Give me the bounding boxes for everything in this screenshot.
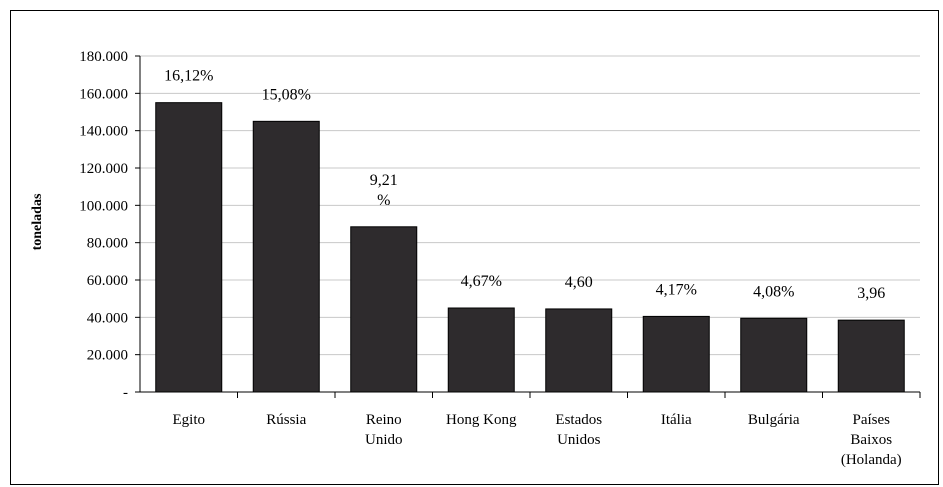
data-label-line: 3,96 <box>857 285 885 302</box>
x-tick-label: Bulgária <box>748 412 800 428</box>
data-label-line: % <box>377 192 390 209</box>
data-label: 4,60 <box>565 274 593 291</box>
bars <box>155 102 905 393</box>
y-tick-label: 60.000 <box>87 273 128 289</box>
data-label-line: 4,08% <box>753 283 794 300</box>
x-tick-label: Egito <box>173 412 206 428</box>
x-tick-label-line: Baixos <box>850 432 892 448</box>
bar <box>252 120 320 393</box>
x-tick-label-line: Itália <box>661 412 692 428</box>
x-tick-label-line: Estados <box>555 412 602 428</box>
x-tick-label: Países Baixos (Holanda) <box>841 412 902 468</box>
data-label: 3,96 <box>857 285 885 302</box>
bar <box>642 315 710 393</box>
data-label: 16,12% <box>164 68 213 85</box>
x-tick-label-line: (Holanda) <box>841 452 902 468</box>
data-label-line: 9,21 <box>370 172 398 189</box>
x-tick-label-line: Bulgária <box>748 412 800 428</box>
y-tick-label: 160.000 <box>79 86 128 102</box>
x-tick-label: Estados Unidos <box>555 412 602 448</box>
bar <box>350 226 418 393</box>
y-tick-label: 140.000 <box>79 124 128 140</box>
y-tick-label: - <box>123 385 128 401</box>
data-label: 9,21% <box>370 172 398 209</box>
x-tick-label: Hong Kong <box>446 412 517 428</box>
bar <box>447 307 515 393</box>
data-label: 15,08% <box>262 86 311 103</box>
labels: - 20.000 40.000 60.000 80.000 100.000 120.000 1… <box>79 49 901 468</box>
y-tick-label: 120.000 <box>79 161 128 177</box>
data-label-line: 4,67% <box>461 273 502 290</box>
x-tick-label-line: Hong Kong <box>446 412 517 428</box>
data-label: 4,17% <box>656 281 697 298</box>
y-tick-label: 40.000 <box>87 310 128 326</box>
y-tick-label: 80.000 <box>87 236 128 252</box>
x-tick-label-line: Rússia <box>266 412 306 428</box>
data-label-line: 4,17% <box>656 281 697 298</box>
bar <box>740 317 808 393</box>
data-label: 4,08% <box>753 283 794 300</box>
bar <box>837 319 905 393</box>
data-label: 4,67% <box>461 273 502 290</box>
data-label-line: 16,12% <box>164 68 213 85</box>
x-tick-label-line: Egito <box>173 412 206 428</box>
bar <box>545 308 613 393</box>
data-label-line: 4,60 <box>565 274 593 291</box>
y-tick-label: 100.000 <box>79 198 128 214</box>
bar <box>155 102 223 393</box>
data-label-line: 15,08% <box>262 86 311 103</box>
y-tick-label: 20.000 <box>87 348 128 364</box>
x-tick-label-line: Países <box>853 412 891 428</box>
y-tick-label: 180.000 <box>79 49 128 65</box>
x-tick-label: Rússia <box>266 412 306 428</box>
x-tick-label-line: Unido <box>365 432 403 448</box>
x-tick-label: Reino Unido <box>365 412 403 448</box>
axes <box>135 55 921 398</box>
x-tick-label-line: Reino <box>366 412 402 428</box>
x-tick-label-line: Unidos <box>557 432 601 448</box>
y-axis-title: toneladas <box>30 193 45 250</box>
x-tick-label: Itália <box>661 412 692 428</box>
